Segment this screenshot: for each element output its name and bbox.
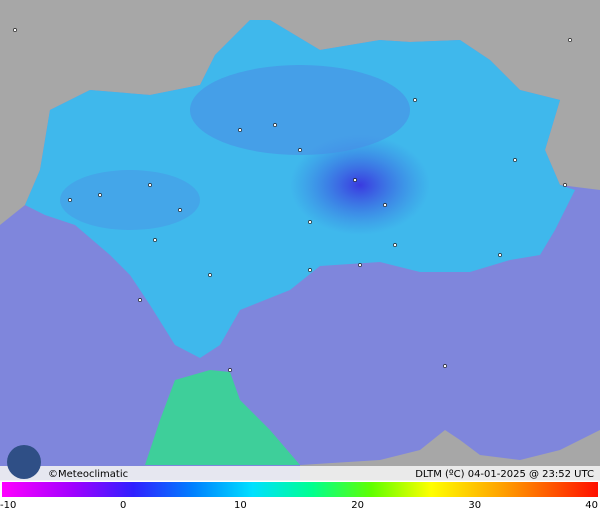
scale-tick-label: -10 <box>0 500 16 511</box>
logo <box>7 445 41 479</box>
cold-area <box>290 135 430 235</box>
scale-tick-label: 30 <box>468 500 481 511</box>
land-north <box>0 0 600 225</box>
morocco <box>145 370 300 465</box>
footer-bar <box>0 466 600 481</box>
scale-tick-label: 40 <box>585 500 598 511</box>
scale-tick-label: 0 <box>120 500 126 511</box>
caption: DLTM (ºC) 04-01-2025 @ 23:52 UTC <box>415 469 594 480</box>
cool-area <box>190 65 410 155</box>
color-scale <box>2 482 598 497</box>
scale-tick-label: 10 <box>234 500 247 511</box>
credit: ©Meteoclimatic <box>48 469 128 480</box>
cool-area <box>60 170 200 230</box>
scale-tick-label: 20 <box>351 500 364 511</box>
